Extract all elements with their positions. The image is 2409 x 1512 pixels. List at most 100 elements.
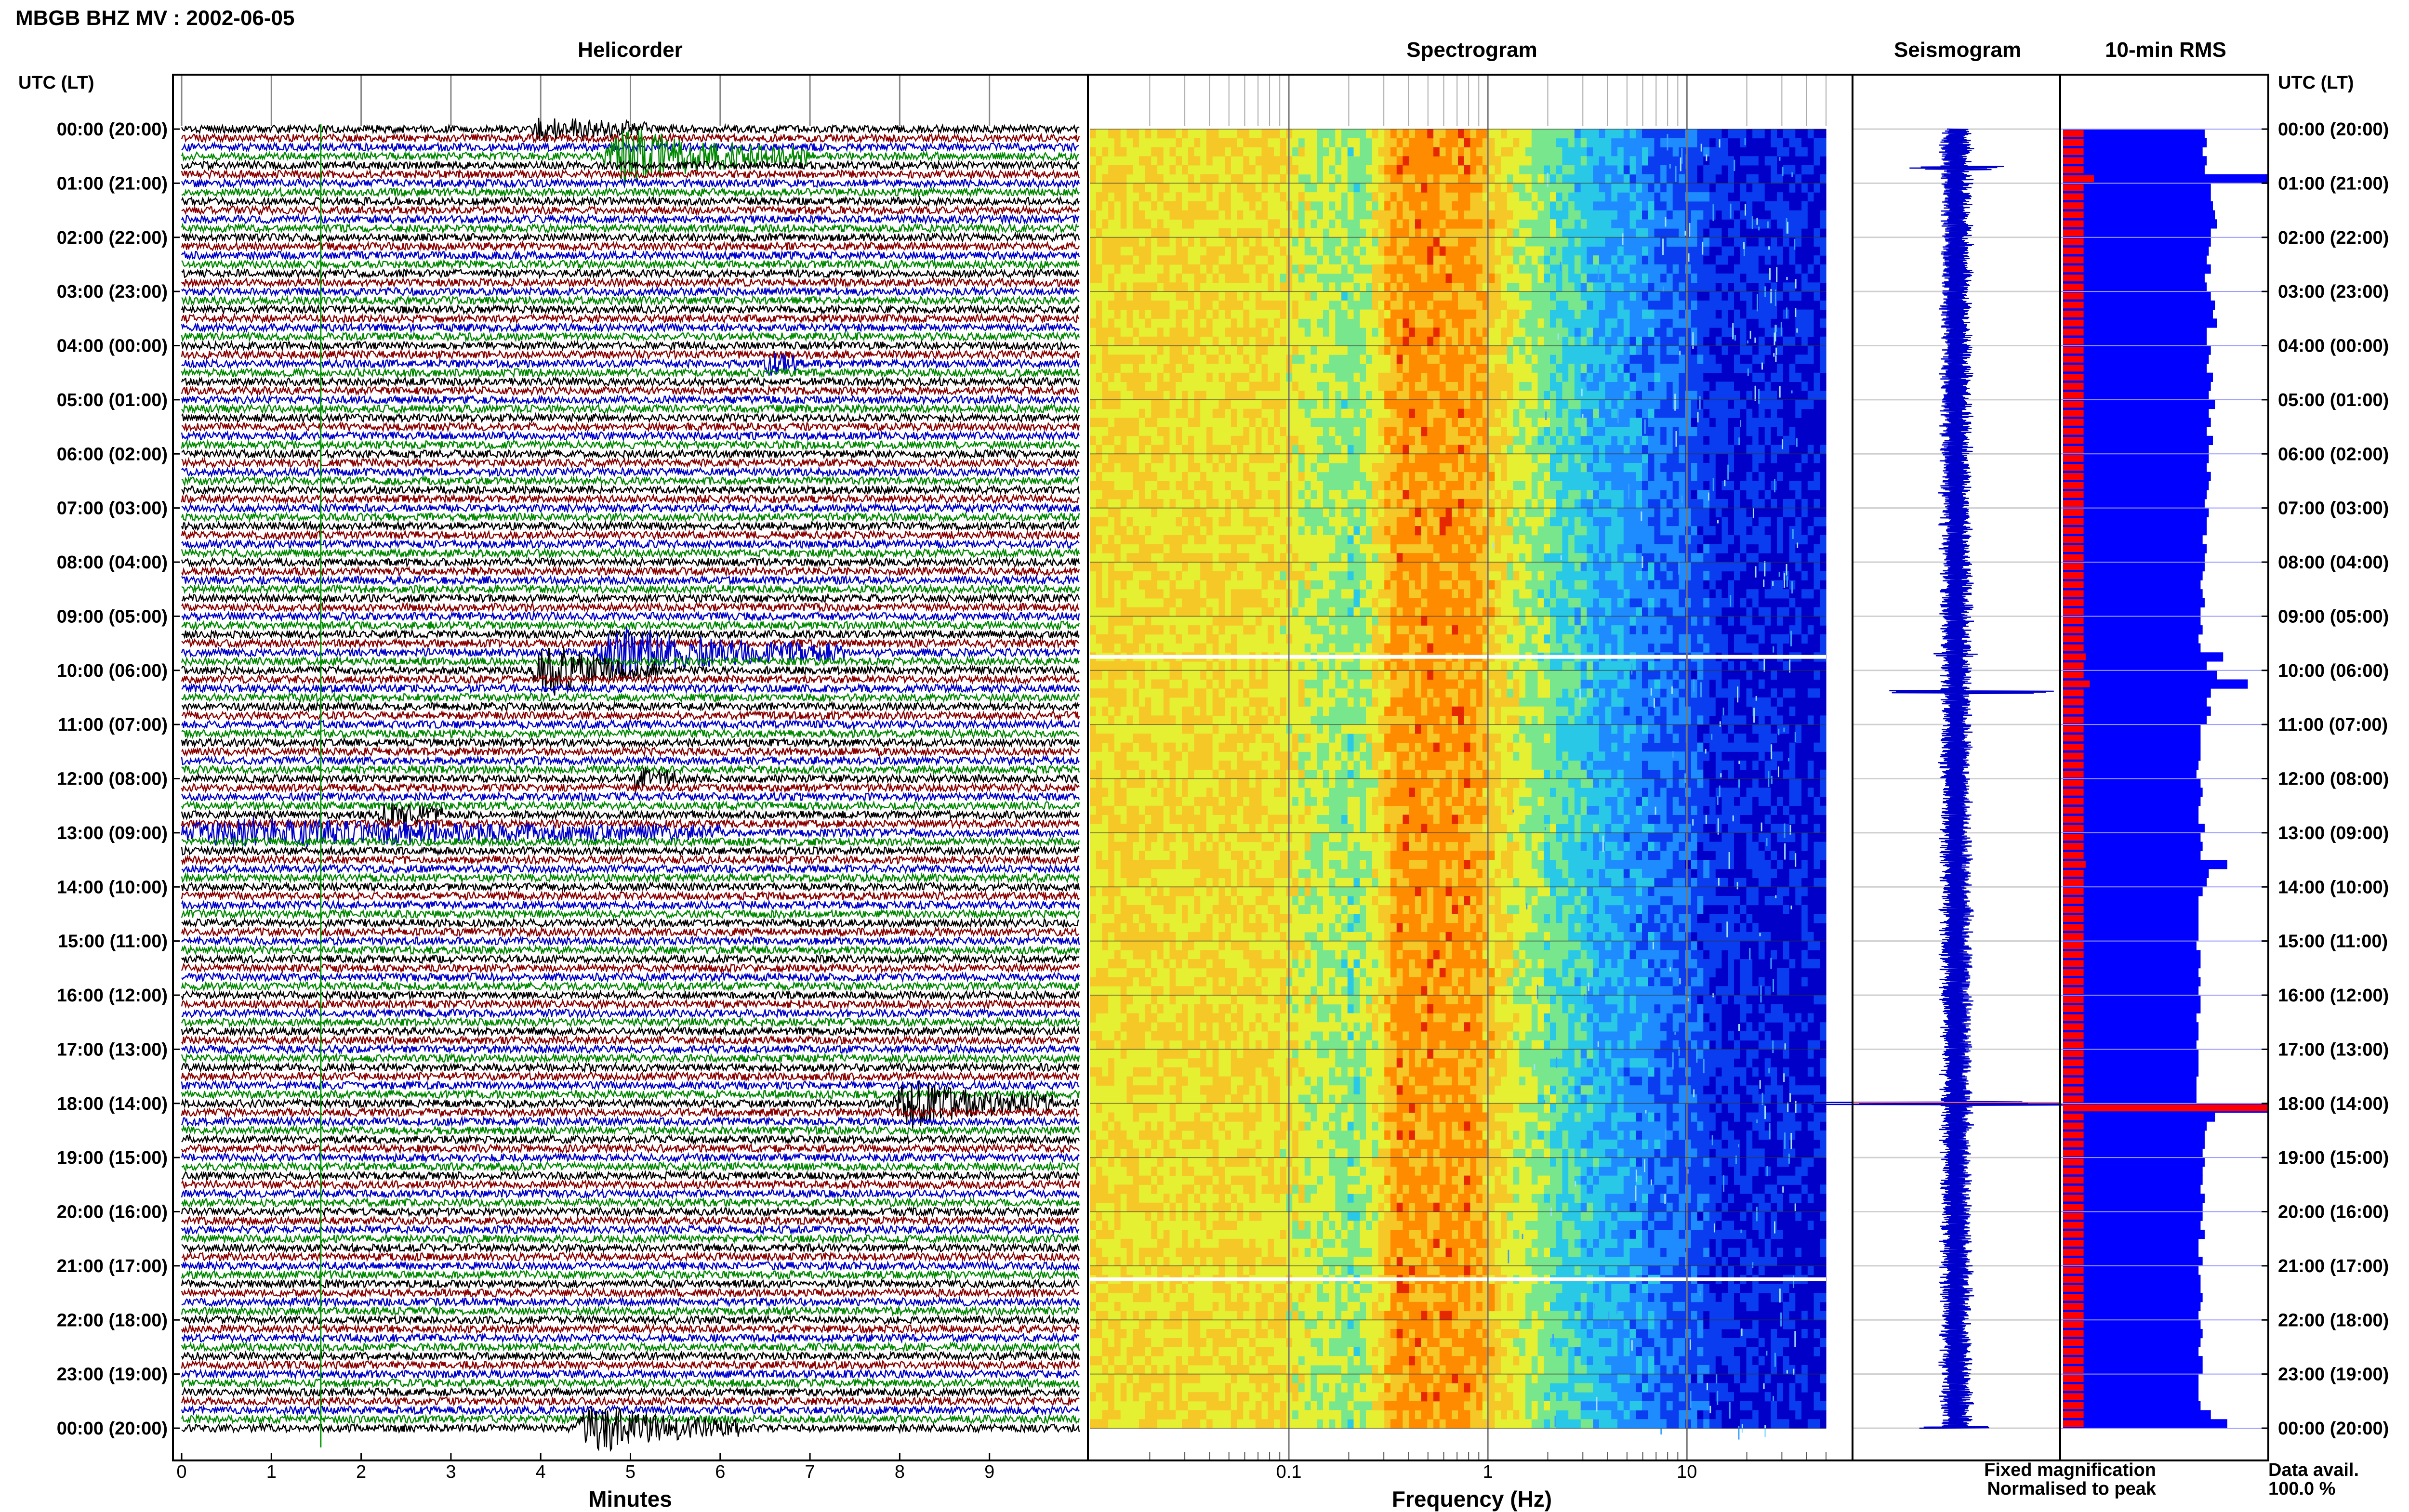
rms-bar-normalised [2063,419,2084,426]
rms-bar-fixed [2063,950,2201,960]
rms-bar-normalised [2063,1168,2084,1175]
rms-bar-fixed [2063,1139,2205,1149]
spectrogram-cell-column [1728,138,1734,1429]
helicorder-trace [181,626,1080,679]
rms-bar-normalised [2063,1411,2084,1419]
rms-bar-fixed [2063,1094,2197,1104]
spectrogram-cell-column [1703,129,1710,1420]
spectrogram-cell-column [1317,183,1324,1420]
spectrogram-cell-column [1169,138,1176,1429]
helicorder-x-tick-label: 2 [356,1462,366,1482]
rms-bar-normalised [2063,382,2084,390]
rms-bar-fixed [2063,228,2211,238]
helicorder-trace [181,1214,1080,1227]
helicorder-trace [181,1277,1080,1290]
rms-bar-normalised [2063,752,2084,760]
rms-bar-fixed [2063,824,2205,833]
spectrogram-cell-column [1102,129,1109,1411]
spectrogram-cell-column [1648,138,1655,1429]
rms-bar-fixed [2063,1265,2199,1275]
left-time-label: 05:00 (01:00) [57,390,168,410]
rms-bar-fixed [2063,391,2209,400]
spectrogram-cell-column [1096,156,1102,1429]
spectrogram-cell-column [1114,129,1121,1420]
rms-bar-normalised [2063,148,2084,155]
spectrogram-cell-column [1617,129,1624,1411]
helicorder-trace [181,1079,1080,1091]
helicorder-trace [181,872,1080,884]
rms-bar-normalised [2063,951,2084,958]
rms-bar-normalised [2063,861,2086,868]
rms-bar-fixed [2063,1175,2203,1185]
helicorder-trace [181,727,1080,740]
rms-bar-fixed [2063,715,2207,725]
rms-bar-normalised [2063,1249,2084,1256]
spectrogram-cell-column [1384,165,1391,1411]
rms-bar-normalised [2063,852,2084,859]
spectrogram-cell-column [1642,129,1649,1420]
spectrogram-cell-column [1372,129,1378,1411]
helicorder-trace [181,529,1080,541]
helicorder-xlabel: Minutes [588,1486,672,1512]
right-time-label: 12:00 (08:00) [2278,769,2389,789]
rms-bar-fixed [2063,977,2201,986]
rms-bar-fixed [2063,1121,2207,1131]
spectrogram-cell-column [1102,147,1109,1429]
rms-bar-fixed [2063,336,2207,346]
spectrogram-cell-column [1629,138,1636,1429]
helicorder-trace [181,240,1080,252]
rms-bar-normalised [2063,608,2084,616]
spectrogram-cell-column [1488,138,1495,1429]
helicorder-trace [181,186,1080,198]
rms-bar-fixed [2063,328,2207,337]
rms-bar-normalised [2063,960,2084,967]
helicorder-trace [181,1332,1080,1344]
rms-bar-fixed [2063,129,2205,139]
spectrogram-cell-column [1556,138,1562,1429]
helicorder-trace [181,899,1080,911]
helicorder-trace [181,574,1080,587]
spectrogram-cell-column [1360,219,1366,1402]
rms-bar-normalised [2063,743,2084,751]
helicorder-trace [181,1395,1080,1407]
rms-bar-normalised [2063,771,2084,778]
helicorder-trace [181,935,1080,947]
rms-bar-normalised [2063,1348,2084,1355]
rms-bar-normalised [2063,779,2084,787]
spectrogram-cell-column [1752,138,1759,1411]
spectrogram-cell-column [1617,138,1624,1429]
rms-bar-normalised [2063,1158,2084,1166]
rms-bar-fixed [2063,1085,2197,1095]
rms-bar-fixed [2063,652,2224,662]
left-time-label: 12:00 (08:00) [57,769,168,789]
helicorder-trace [181,1413,1080,1425]
rms-bar-fixed [2063,598,2205,608]
rms-bar-normalised [2063,1339,2084,1346]
rms-bar-normalised [2063,635,2084,643]
rms-bar-fixed [2063,1320,2201,1329]
rms-bar-fixed [2063,1284,2201,1293]
helicorder-trace [181,295,1080,307]
rms-bar-fixed [2063,427,2207,436]
helicorder-trace [181,854,1080,866]
helicorder-trace [181,790,1080,802]
rms-bar-normalised [2063,915,2084,922]
rms-bar-normalised [2063,329,2084,336]
rms-bar-normalised [2063,1285,2084,1292]
spectrogram-cell-column [1396,129,1403,1393]
helicorder-trace [181,213,1080,225]
spectrogram-cell-column [1133,129,1139,1402]
rms-bar-fixed [2063,1338,2201,1347]
rms-bar-normalised [2063,473,2084,480]
spectrogram-cell-column [1501,129,1508,1420]
spectrogram-cell-column [1194,138,1201,1429]
helicorder-trace [181,375,1080,388]
rms-bar-fixed [2063,580,2201,590]
helicorder-trace [181,267,1080,280]
helicorder-trace [181,1368,1080,1380]
helicorder-trace [181,1178,1080,1191]
rms-bar-normalised [2063,924,2084,931]
rms-bar-fixed [2063,1130,2205,1140]
rms-bar-normalised [2063,1023,2084,1030]
helicorder-trace [181,592,1080,605]
